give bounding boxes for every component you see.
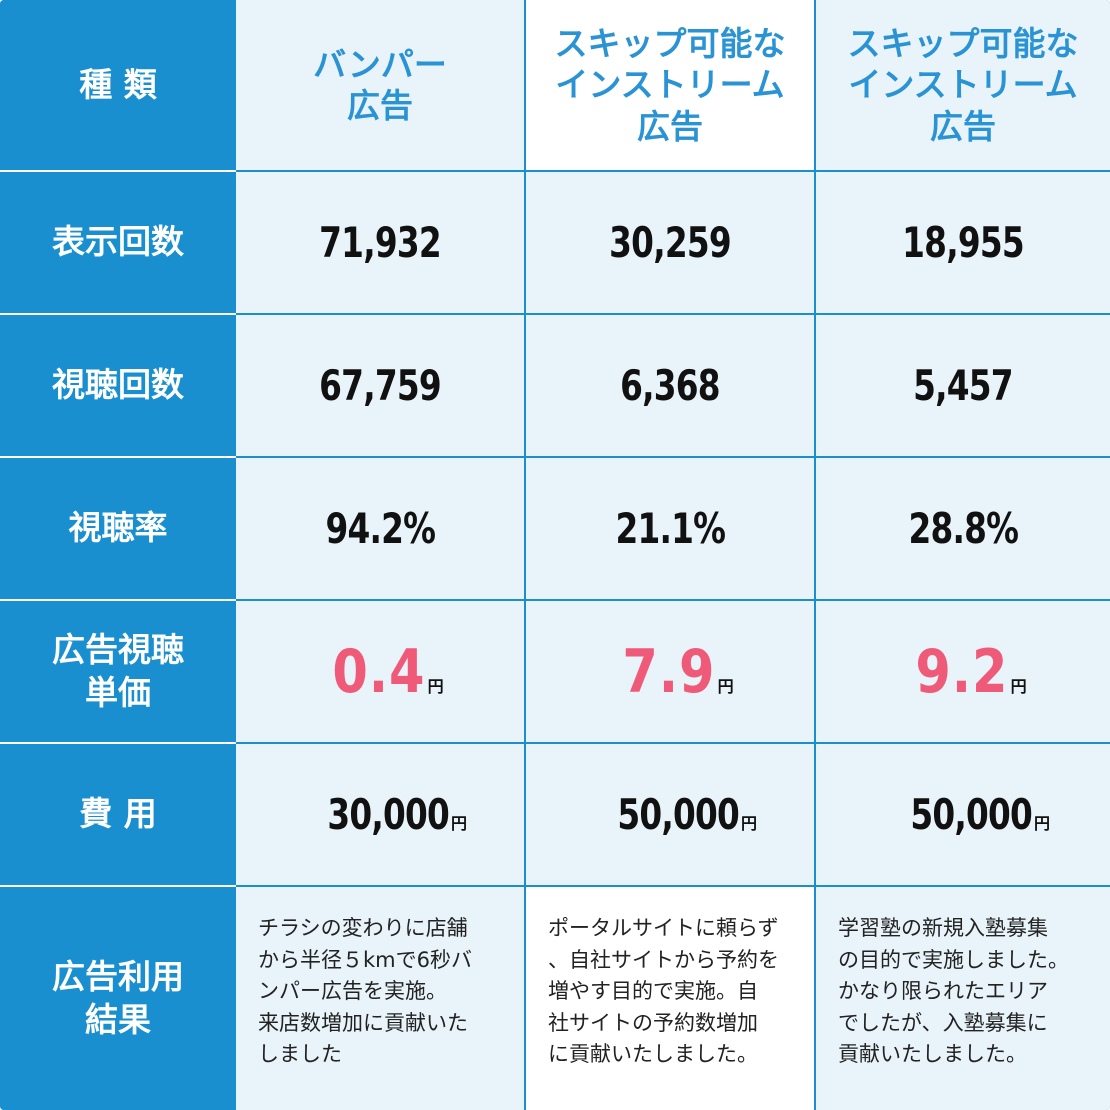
cost-amount: 50,000 円 — [876, 790, 1050, 839]
impressions-value: 71,932 — [319, 218, 442, 267]
column-header-skippable-1: スキップ可能な インストリーム 広告 — [526, 0, 816, 172]
impressions-value: 18,955 — [902, 218, 1025, 267]
cost-value: 50,000 — [910, 790, 1033, 839]
yen-unit: 円 — [741, 814, 758, 833]
column-header-label: スキップ可能な インストリーム 広告 — [554, 24, 786, 146]
cost-amount: 30,000 円 — [293, 790, 467, 839]
row-label: 視聴率 — [68, 508, 168, 548]
table-cell: 7.9 円 — [526, 601, 816, 744]
views-value: 6,368 — [620, 361, 721, 410]
row-header-cost: 費 用 — [0, 744, 236, 887]
row-label: 費 用 — [79, 794, 157, 834]
views-value: 67,759 — [319, 361, 442, 410]
row-header-impressions: 表示回数 — [0, 172, 236, 315]
row-header-cpv: 広告視聴 単価 — [0, 601, 236, 744]
table-cell: 94.2% — [236, 458, 526, 601]
table-cell: 0.4 円 — [236, 601, 526, 744]
row-label: 表示回数 — [52, 222, 184, 262]
yen-unit: 円 — [451, 814, 468, 833]
cpv-price: 0.4 円 — [316, 636, 444, 707]
cost-value: 50,000 — [617, 790, 740, 839]
table-cell: 71,932 — [236, 172, 526, 315]
view-rate-value: 28.8% — [908, 504, 1019, 553]
table-cell: 5,457 — [816, 315, 1110, 458]
table-cell: 30,000 円 — [236, 744, 526, 887]
result-text: 学習塾の新規入塾募集 の目的で実施しました。 かなり限られたエリア でしたが、入… — [816, 887, 1110, 1110]
result-text: チラシの変わりに店舗 から半径５kmで6秒バ ンパー広告を実施。 来店数増加に貢… — [236, 887, 526, 1110]
yen-unit: 円 — [427, 676, 444, 696]
column-header-label: スキップ可能な インストリーム 広告 — [847, 24, 1079, 146]
table-cell: 6,368 — [526, 315, 816, 458]
impressions-value: 30,259 — [609, 218, 732, 267]
row-header-result: 広告利用 結果 — [0, 887, 236, 1110]
column-header-bumper: バンパー 広告 — [236, 0, 526, 172]
table-cell: 50,000 円 — [816, 744, 1110, 887]
cost-amount: 50,000 円 — [583, 790, 757, 839]
view-rate-value: 94.2% — [325, 504, 436, 553]
row-label: 広告視聴 単価 — [52, 629, 184, 712]
table-cell: 21.1% — [526, 458, 816, 601]
table-cell: 50,000 円 — [526, 744, 816, 887]
cpv-value: 0.4 — [332, 636, 426, 707]
cpv-price: 9.2 円 — [899, 636, 1027, 707]
column-header-label: バンパー 広告 — [313, 44, 447, 125]
table-cell: 28.8% — [816, 458, 1110, 601]
table-cell: 9.2 円 — [816, 601, 1110, 744]
cost-value: 30,000 — [327, 790, 450, 839]
view-rate-value: 21.1% — [615, 504, 726, 553]
cpv-price: 7.9 円 — [606, 636, 734, 707]
column-header-skippable-2: スキップ可能な インストリーム 広告 — [816, 0, 1110, 172]
yen-unit: 円 — [1010, 676, 1027, 696]
cpv-value: 7.9 — [622, 636, 716, 707]
row-label: 広告利用 結果 — [52, 956, 184, 1039]
cpv-value: 9.2 — [915, 636, 1009, 707]
table-cell: 67,759 — [236, 315, 526, 458]
row-header-views: 視聴回数 — [0, 315, 236, 458]
type-label: 種 類 — [79, 64, 157, 104]
row-label: 視聴回数 — [52, 365, 184, 405]
yen-unit: 円 — [717, 676, 734, 696]
row-header-view-rate: 視聴率 — [0, 458, 236, 601]
row-header-type: 種 類 — [0, 0, 236, 172]
yen-unit: 円 — [1034, 814, 1051, 833]
table-cell: 30,259 — [526, 172, 816, 315]
views-value: 5,457 — [913, 361, 1014, 410]
table-cell: 18,955 — [816, 172, 1110, 315]
result-text: ポータルサイトに頼らず 、自社サイトから予約を 増やす目的で実施。自 社サイトの… — [526, 887, 816, 1110]
